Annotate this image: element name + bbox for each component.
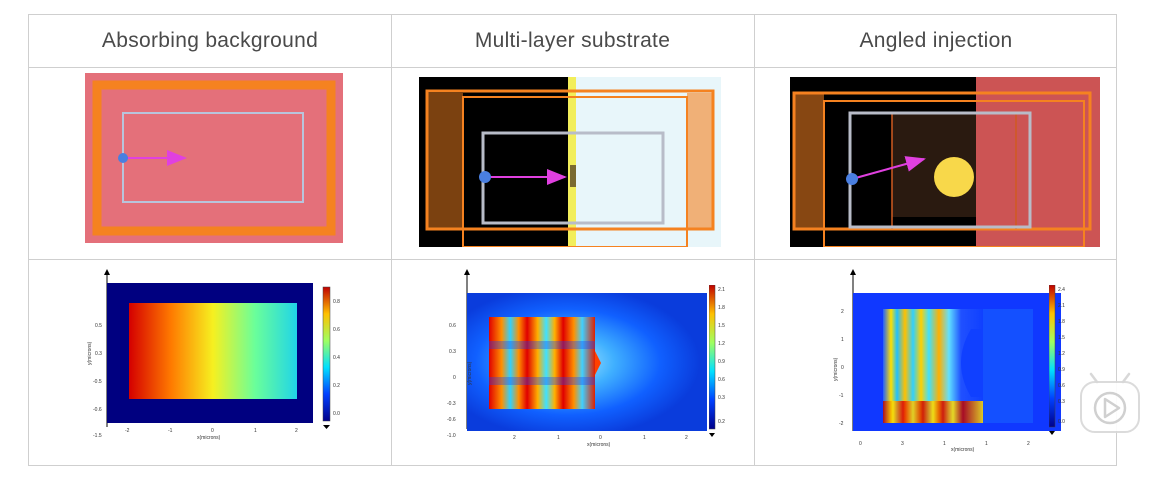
y-tick: 0.6 bbox=[449, 323, 456, 329]
row-divider bbox=[29, 67, 1116, 68]
x-axis-label: x(microns) bbox=[197, 435, 221, 441]
field-plot-absorbing: 0.8 0.6 0.4 0.2 0.0 0.5 0.3 -0.5 -0.6 -1… bbox=[85, 269, 355, 458]
aperture-hotspot bbox=[595, 351, 601, 375]
source-dot bbox=[479, 171, 491, 183]
x-tick: 2 bbox=[513, 435, 516, 441]
y-tick: -0.6 bbox=[447, 417, 456, 423]
play-icon[interactable] bbox=[1077, 372, 1143, 438]
x-tick: 0 bbox=[599, 435, 602, 441]
pml-right bbox=[687, 93, 713, 228]
setup-diagram-absorbing bbox=[85, 73, 343, 248]
colorbar-tick: 0.8 bbox=[333, 299, 340, 305]
y-tick: 2 bbox=[841, 309, 844, 315]
colorbar-tick: 0.6 bbox=[1058, 383, 1065, 389]
x-tick: 1 bbox=[943, 441, 946, 447]
y-axis-label: y(microns) bbox=[833, 357, 839, 381]
column-title-angled: Angled injection bbox=[859, 29, 1013, 52]
colorbar-tick: 1.2 bbox=[718, 341, 725, 347]
y-tick: -0.6 bbox=[93, 407, 102, 413]
pml-left bbox=[794, 93, 824, 229]
x-tick: 0 bbox=[859, 441, 862, 447]
scatterer-shadow bbox=[961, 329, 983, 397]
x-tick: 1 bbox=[643, 435, 646, 441]
x-tick: -1 bbox=[168, 428, 173, 434]
colorbar-tick: 0.3 bbox=[718, 395, 725, 401]
colorbar-substrate: 2.1 1.8 1.5 1.2 0.9 0.6 0.3 0.2 bbox=[708, 284, 749, 446]
y-tick: -0.5 bbox=[93, 379, 102, 385]
y-tick: -1.5 bbox=[93, 433, 102, 439]
colorbar-tick: 0.2 bbox=[333, 383, 340, 389]
colorbar-tick: 1.5 bbox=[1058, 335, 1065, 341]
x-tick: 1 bbox=[254, 428, 257, 434]
y-tick: -1 bbox=[839, 393, 844, 399]
aperture-block bbox=[570, 165, 576, 187]
colorbar-tick: 2.4 bbox=[1058, 287, 1065, 293]
source-dot bbox=[118, 153, 128, 163]
setup-diagram-substrate bbox=[419, 77, 721, 252]
x-axis-label: x(microns) bbox=[951, 447, 975, 453]
x-tick: 3 bbox=[901, 441, 904, 447]
column-divider bbox=[754, 15, 755, 465]
interface-layer bbox=[568, 77, 576, 247]
y-tick: -2 bbox=[839, 421, 844, 427]
y-tick: -1.0 bbox=[447, 433, 456, 439]
colorbar-tick: 0.9 bbox=[1058, 367, 1065, 373]
y-tick: 0.5 bbox=[95, 323, 102, 329]
scatterer-particle bbox=[934, 157, 974, 197]
setup-diagram-angled bbox=[790, 77, 1100, 252]
colorbar-tick: 0.9 bbox=[718, 359, 725, 365]
pml-boundary bbox=[92, 80, 336, 236]
x-tick: 2 bbox=[295, 428, 298, 434]
simulation-region bbox=[848, 111, 1032, 229]
row-divider bbox=[29, 259, 1116, 260]
x-tick: 1 bbox=[985, 441, 988, 447]
y-tick: 0.3 bbox=[95, 351, 102, 357]
colorbar-angled: 2.4 2.1 1.8 1.5 1.2 0.9 0.6 0.3 0.0 bbox=[1048, 284, 1089, 446]
column-title-absorbing: Absorbing background bbox=[101, 29, 319, 52]
colorbar-tick: 1.2 bbox=[1058, 351, 1065, 357]
source-dot bbox=[846, 173, 858, 185]
column-title-substrate: Multi-layer substrate bbox=[474, 29, 671, 52]
column-divider bbox=[391, 15, 392, 465]
y-tick: 1 bbox=[841, 337, 844, 343]
colorbar-tick: 2.1 bbox=[1058, 303, 1065, 309]
colorbar-tick: 1.8 bbox=[1058, 319, 1065, 325]
y-tick: 0.3 bbox=[449, 349, 456, 355]
x-tick: 2 bbox=[685, 435, 688, 441]
figure-table: Absorbing background Multi-layer substra… bbox=[28, 14, 1117, 466]
x-tick: 0 bbox=[211, 428, 214, 434]
y-tick: 0 bbox=[841, 365, 844, 371]
absorbing-region bbox=[976, 77, 1100, 247]
shadow-region bbox=[983, 309, 1033, 423]
colorbar-tick: 1.8 bbox=[718, 305, 725, 311]
colorbar-tick: 0.4 bbox=[333, 355, 340, 361]
y-tick: 0 bbox=[453, 375, 456, 381]
field-plot-angled: 2 1 0 -1 -2 0 3 1 1 2 x(microns) y(micro… bbox=[801, 269, 1071, 458]
x-axis-label: x(microns) bbox=[587, 442, 611, 448]
colorbar-tick: 0.0 bbox=[1058, 419, 1065, 425]
colorbar-tick: 2.1 bbox=[718, 287, 725, 293]
x-tick: 1 bbox=[557, 435, 560, 441]
y-axis-label: y(microns) bbox=[87, 341, 93, 365]
colorbar-tick: 0.3 bbox=[1058, 399, 1065, 405]
reflection-fringes bbox=[883, 401, 983, 423]
colorbar-tick: 0.0 bbox=[333, 411, 340, 417]
colorbar bbox=[708, 284, 716, 430]
colorbar-tick: 0.6 bbox=[718, 377, 725, 383]
colorbar-tick: 0.2 bbox=[718, 419, 725, 425]
field-distribution bbox=[129, 303, 297, 399]
field-plot-substrate: 0.6 0.3 0 -0.3 -0.6 -1.0 2 1 0 1 2 x(mic… bbox=[441, 269, 711, 458]
y-tick: -0.3 bbox=[447, 401, 456, 407]
x-tick: 2 bbox=[1027, 441, 1030, 447]
x-tick: -2 bbox=[125, 428, 130, 434]
colorbar bbox=[1048, 284, 1056, 428]
colorbar-tick: 1.5 bbox=[718, 323, 725, 329]
colorbar-tick: 0.6 bbox=[333, 327, 340, 333]
field-distribution bbox=[489, 317, 595, 409]
source-arrow bbox=[851, 156, 926, 180]
y-axis-label: y(microns) bbox=[467, 361, 473, 385]
colorbar bbox=[322, 286, 331, 422]
pml-left bbox=[427, 93, 463, 228]
